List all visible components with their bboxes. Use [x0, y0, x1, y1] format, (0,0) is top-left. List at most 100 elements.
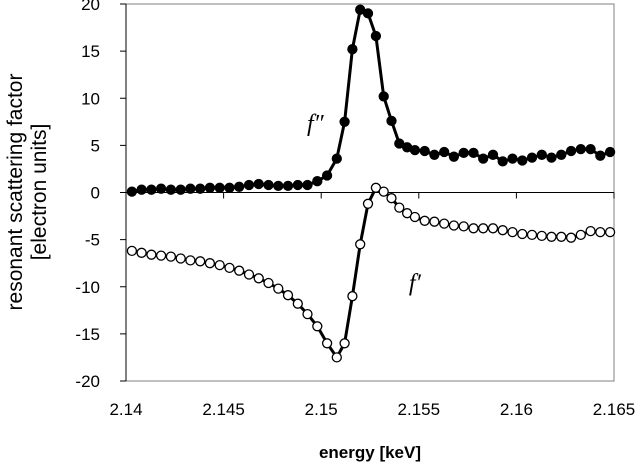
filled-point — [126, 186, 138, 197]
open-point — [507, 226, 518, 238]
open-point — [195, 256, 206, 267]
y-axis-title-line-2: [electron units] — [28, 124, 51, 261]
filled-point — [214, 182, 225, 193]
filled-point — [273, 180, 284, 192]
open-point — [302, 308, 313, 320]
y-axis: 20 15 10 5 0 -5 -10 -15 -20 — [75, 0, 127, 391]
filled-point — [321, 170, 333, 181]
open-point — [478, 223, 489, 234]
filled-point — [302, 179, 313, 191]
filled-point — [243, 179, 255, 191]
open-point — [214, 259, 225, 271]
filled-point — [224, 182, 235, 193]
open-point — [487, 223, 499, 234]
filled-point — [604, 146, 616, 158]
open-point — [585, 225, 596, 237]
open-point — [595, 226, 606, 238]
open-point — [517, 228, 528, 240]
y-tick-label: 5 — [91, 136, 100, 155]
open-point — [126, 245, 138, 257]
open-point — [604, 226, 616, 238]
open-point — [565, 232, 577, 243]
open-point — [146, 249, 157, 260]
filled-point — [497, 156, 508, 167]
open-point — [282, 290, 294, 301]
open-point — [312, 321, 323, 332]
y-tick-label: -10 — [75, 278, 100, 297]
filled-point — [526, 152, 538, 163]
open-point — [575, 229, 586, 241]
open-point — [263, 277, 274, 289]
y-tick-label: 20 — [81, 0, 100, 14]
open-point — [273, 283, 284, 294]
open-point — [253, 273, 264, 284]
open-point — [556, 231, 567, 242]
open-point — [331, 352, 342, 363]
open-point — [526, 229, 538, 241]
y-tick-label: -15 — [75, 325, 100, 344]
filled-point — [331, 153, 342, 164]
filled-point — [234, 181, 245, 192]
filled-point — [507, 153, 518, 164]
open-point — [175, 253, 186, 264]
filled-point — [487, 149, 499, 160]
x-axis: 2.14 2.145 2.15 2.155 2.16 2.165 — [109, 192, 635, 419]
open-point — [165, 251, 177, 262]
open-point — [497, 225, 508, 236]
open-point — [347, 291, 358, 302]
filled-point — [517, 155, 528, 166]
x-axis-title: energy [keV] — [319, 443, 421, 462]
filled-point — [165, 184, 177, 195]
y-tick-label: 10 — [81, 89, 100, 108]
series-1 — [126, 4, 616, 197]
filled-point — [175, 184, 186, 195]
open-point — [536, 230, 547, 242]
filled-point — [585, 143, 596, 155]
series-annotation: f″ — [307, 111, 325, 137]
open-point — [339, 338, 350, 349]
filled-point — [253, 178, 264, 190]
y-tick-label: -20 — [75, 372, 100, 391]
y-tick-label: -5 — [85, 231, 100, 250]
y-tick-label: 15 — [81, 42, 100, 61]
filled-point — [458, 147, 469, 159]
filled-point — [263, 179, 274, 191]
open-point — [409, 211, 421, 223]
x-tick-label: 2.16 — [500, 400, 533, 419]
open-point — [448, 220, 460, 231]
filled-point — [339, 116, 350, 127]
open-point — [204, 258, 216, 269]
open-point — [355, 239, 366, 250]
filled-point — [536, 149, 547, 160]
series-line — [131, 186, 611, 359]
filled-point — [195, 183, 206, 194]
filled-point — [136, 184, 147, 195]
open-point — [243, 269, 255, 280]
filled-point — [546, 152, 557, 163]
series-2 — [126, 182, 616, 363]
filled-point — [292, 179, 303, 191]
filled-point — [146, 184, 157, 195]
x-tick-label: 2.15 — [305, 400, 338, 419]
open-point — [468, 223, 479, 234]
y-axis-title-line-1: resonant scattering factor — [4, 74, 27, 311]
open-point — [321, 338, 333, 349]
open-point — [362, 198, 374, 209]
y-tick-label: 0 — [91, 184, 100, 203]
filled-point — [347, 44, 358, 55]
x-tick-label: 2.155 — [398, 400, 441, 419]
filled-point — [575, 143, 586, 155]
open-point — [292, 298, 303, 309]
open-point — [419, 215, 430, 226]
filled-point — [439, 146, 450, 158]
open-point — [185, 255, 196, 266]
annotation-layer: f″ f′ — [307, 111, 422, 296]
filled-point — [556, 149, 567, 160]
filled-point — [370, 30, 382, 42]
x-tick-label: 2.14 — [109, 400, 142, 419]
x-tick-label: 2.145 — [202, 400, 245, 419]
filled-point — [478, 153, 489, 164]
filled-point — [468, 147, 479, 159]
filled-point — [386, 115, 397, 127]
filled-point — [448, 151, 460, 162]
